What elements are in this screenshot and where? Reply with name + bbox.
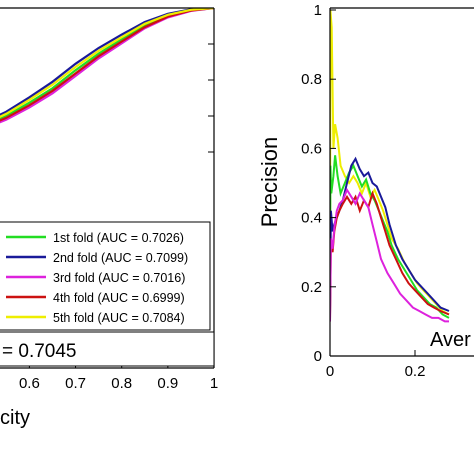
mean-auc-box: = 0.7045	[0, 331, 215, 367]
roc-x-tick-label: 0.9	[157, 375, 178, 392]
roc-x-tick-label: 1	[210, 375, 218, 392]
pr-y-tick-label: 0.4	[301, 210, 322, 227]
legend-label-1: 1st fold (AUC = 0.7026)	[53, 231, 184, 245]
legend-label-5: 5th fold (AUC = 0.7084)	[53, 311, 185, 325]
pr-x-tick-label: 0.2	[405, 363, 426, 380]
mean-auc-frame	[0, 331, 215, 367]
roc-series-line-1	[0, 8, 215, 120]
legend-label-2: 2nd fold (AUC = 0.7099)	[53, 251, 188, 265]
pr-panel: 00.20.40.60.81 0 0.2 Precision Aver	[257, 2, 474, 380]
roc-x-tick-label: 0.8	[111, 375, 132, 392]
pr-y-tick-label: 1	[314, 2, 322, 19]
pr-series-line-2	[330, 155, 450, 322]
pr-y-axis-label: Precision	[257, 137, 282, 227]
legend-entries: 1st fold (AUC = 0.7026) 2nd fold (AUC = 0…	[6, 231, 188, 325]
roc-right-ticks	[208, 7, 214, 153]
pr-curves	[330, 9, 450, 323]
legend-label-3: 3rd fold (AUC = 0.7016)	[53, 271, 185, 285]
roc-series-line-3	[0, 8, 215, 124]
pr-x-ticks: 0 0.2	[326, 350, 426, 380]
pr-y-tick-label: 0.8	[301, 71, 322, 88]
pr-y-tick-label: 0.6	[301, 140, 322, 157]
mean-auc-label: = 0.7045	[2, 341, 77, 362]
roc-panel: 0.6 0.7 0.8 0.9 1 city 1st fold (AUC = 0.702…	[0, 7, 218, 429]
pr-annotation: Aver	[430, 329, 471, 351]
legend-label-4: 4th fold (AUC = 0.6999)	[53, 291, 185, 305]
roc-series-line-5	[0, 8, 215, 118]
roc-x-axis-label: city	[0, 407, 30, 429]
roc-x-tick-label: 0.7	[65, 375, 86, 392]
pr-y-ticks: 0 0.2 0.4 0.6 0.8 1	[301, 2, 336, 365]
roc-curves	[0, 8, 215, 124]
pr-series-line-1	[330, 9, 450, 316]
pr-x-tick-label: 0	[326, 363, 334, 380]
pr-y-tick-label: 0	[314, 348, 322, 365]
roc-x-tick-label: 0.6	[19, 375, 40, 392]
roc-series-line-4	[0, 8, 215, 122]
pr-series-line-4	[330, 190, 450, 322]
pr-series-line-5	[330, 187, 449, 323]
roc-legend: 1st fold (AUC = 0.7026) 2nd fold (AUC = 0…	[0, 221, 211, 331]
pr-y-tick-label: 0.2	[301, 279, 322, 296]
